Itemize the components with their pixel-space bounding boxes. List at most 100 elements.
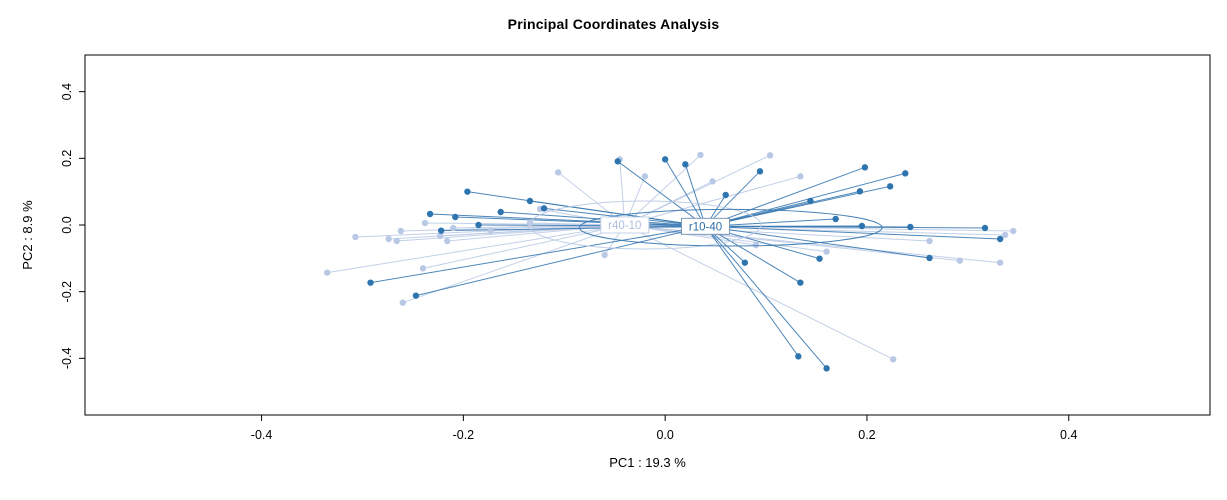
data-point bbox=[399, 299, 407, 306]
group-ellipse bbox=[578, 208, 883, 247]
data-point bbox=[497, 208, 504, 216]
centroid-label: r40-10 bbox=[608, 220, 641, 232]
data-point bbox=[741, 259, 749, 266]
x-tick-label: 0.2 bbox=[858, 428, 875, 442]
spider-line bbox=[441, 225, 706, 232]
data-point bbox=[421, 219, 429, 227]
x-tick-label: -0.2 bbox=[453, 428, 475, 442]
data-point bbox=[832, 215, 839, 223]
data-point bbox=[823, 365, 830, 372]
spider-line bbox=[664, 159, 706, 227]
data-point bbox=[487, 227, 494, 235]
y-tick-label: 0.0 bbox=[60, 216, 74, 233]
spider-line bbox=[705, 225, 801, 284]
spider-line bbox=[705, 225, 1001, 240]
data-point bbox=[807, 197, 814, 205]
data-point bbox=[797, 279, 804, 286]
data-point bbox=[886, 183, 894, 190]
spider-line bbox=[327, 224, 625, 274]
data-point bbox=[697, 151, 704, 159]
centroid-label: r10-40 bbox=[689, 221, 722, 233]
data-point bbox=[367, 279, 374, 286]
pcoa-plot: -0.4 -0.2 0.0 0.2 0.4 -0.4 -0.2 0.0 0.2 0.4 PC1 : … bbox=[20, 54, 1211, 470]
centroid-label-box bbox=[681, 217, 731, 235]
spider-line bbox=[624, 224, 894, 360]
x-tick-label: 0.0 bbox=[656, 428, 673, 442]
data-point bbox=[682, 161, 689, 168]
spider-line bbox=[415, 225, 706, 297]
spider-line bbox=[705, 225, 986, 229]
y-tick-label: 0.2 bbox=[60, 150, 74, 167]
spider-line bbox=[705, 226, 827, 369]
data-point bbox=[436, 232, 444, 240]
x-axis-title: PC1 : 19.3 % bbox=[609, 455, 686, 470]
data-point bbox=[426, 210, 434, 218]
data-point bbox=[816, 255, 823, 262]
spider-line bbox=[705, 172, 906, 227]
data-point bbox=[475, 221, 482, 229]
data-point bbox=[709, 178, 716, 185]
spider-line bbox=[624, 175, 801, 226]
data-point bbox=[540, 205, 548, 212]
chart-title: Principal Coordinates Analysis bbox=[507, 16, 720, 32]
plot-box bbox=[84, 54, 1211, 416]
spider-line bbox=[705, 226, 799, 357]
data-point bbox=[722, 191, 729, 199]
spider-line bbox=[422, 224, 625, 269]
data-point bbox=[1010, 227, 1017, 235]
data-point bbox=[858, 222, 866, 230]
spider-line bbox=[370, 225, 706, 284]
data-point bbox=[797, 173, 804, 180]
data-point bbox=[981, 224, 989, 232]
data-point bbox=[861, 164, 869, 171]
data-point bbox=[397, 227, 405, 235]
data-point bbox=[452, 213, 459, 221]
data-point bbox=[823, 248, 830, 255]
y-tick-label: -0.4 bbox=[60, 348, 74, 370]
spider-line bbox=[705, 170, 761, 227]
data-point bbox=[419, 265, 427, 272]
y-tick-label: 0.4 bbox=[60, 83, 74, 100]
data-point bbox=[756, 168, 764, 175]
data-point bbox=[412, 292, 420, 299]
data-point bbox=[614, 158, 621, 165]
spider-line bbox=[617, 160, 706, 227]
data-point bbox=[661, 156, 669, 163]
y-tick-label: -0.2 bbox=[60, 281, 74, 303]
spider-line bbox=[705, 225, 930, 259]
data-point bbox=[526, 219, 534, 227]
spider-line bbox=[455, 216, 706, 227]
data-point bbox=[323, 269, 331, 276]
data-point bbox=[902, 170, 909, 177]
spider-line bbox=[624, 154, 771, 226]
data-point bbox=[889, 356, 897, 363]
spider-line bbox=[705, 166, 866, 227]
data-point bbox=[450, 224, 457, 232]
data-point bbox=[464, 188, 471, 195]
data-point bbox=[956, 257, 963, 264]
data-point bbox=[385, 235, 392, 243]
data-point bbox=[352, 233, 359, 241]
data-point bbox=[996, 259, 1004, 266]
spider-line bbox=[624, 224, 930, 242]
data-point bbox=[795, 353, 802, 360]
data-point bbox=[926, 237, 933, 245]
data-point bbox=[444, 237, 451, 245]
data-point bbox=[907, 223, 914, 231]
data-point bbox=[856, 188, 864, 195]
data-point bbox=[393, 237, 400, 245]
spider-line bbox=[529, 200, 706, 227]
group-ellipse bbox=[528, 200, 762, 250]
x-tick-label: -0.4 bbox=[251, 428, 273, 442]
centroid-label-box bbox=[600, 216, 650, 234]
spider-line bbox=[684, 164, 706, 227]
data-point bbox=[996, 235, 1004, 243]
x-tick-label: 0.4 bbox=[1060, 428, 1077, 442]
data-point bbox=[555, 169, 562, 176]
y-axis-title: PC2 : 8.9 % bbox=[20, 200, 35, 270]
data-point bbox=[926, 254, 933, 262]
data-point bbox=[437, 227, 445, 234]
data-point bbox=[766, 152, 774, 159]
data-point bbox=[752, 241, 760, 249]
